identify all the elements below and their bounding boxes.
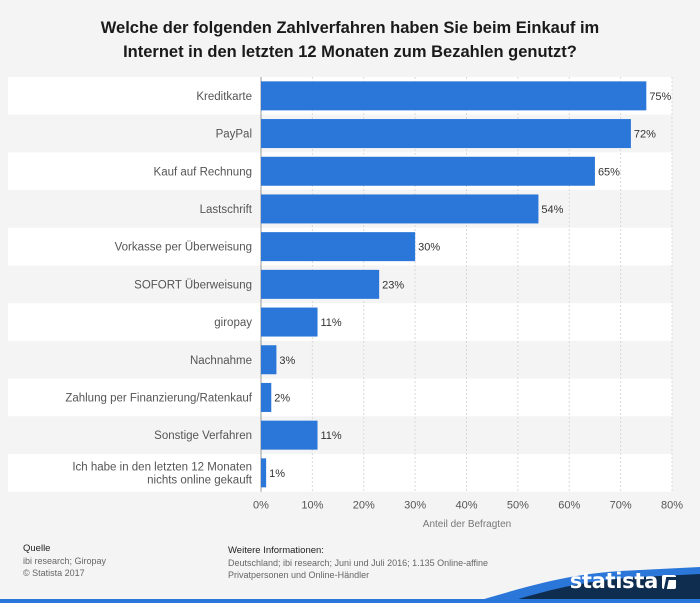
bar[interactable] [261,157,595,186]
category-label: Vorkasse per Überweisung [115,242,252,254]
logo-mark-icon [662,575,676,589]
category-label: Kauf auf Rechnung [154,166,252,178]
x-tick-label: 30% [404,500,426,512]
x-tick-label: 50% [507,500,529,512]
x-tick-label: 20% [353,500,375,512]
bar[interactable] [261,383,271,412]
bar[interactable] [261,270,379,299]
category-label: nichts online gekauft [147,474,253,486]
value-label: 2% [274,392,290,404]
category-label: Nachnahme [190,355,252,367]
category-label: Sonstige Verfahren [154,430,252,442]
value-label: 72% [634,129,656,141]
x-tick-label: 0% [253,500,269,512]
x-tick-label: 10% [301,500,323,512]
value-label: 54% [541,204,563,216]
band-bottom-line [0,599,700,603]
statista-logo[interactable]: statista [570,569,676,593]
category-label: Zahlung per Finanzierung/Ratenkauf [65,392,252,404]
value-label: 3% [279,355,295,367]
value-label: 11% [321,430,342,442]
x-tick-labels: 0% 10% 20% 30% 40% 50% 60% 70% 80% [253,500,683,512]
value-label: 75% [649,91,671,103]
bar[interactable] [261,345,276,374]
value-label: 1% [269,468,285,480]
bar[interactable] [261,458,266,487]
category-label: giropay [214,317,252,329]
bar[interactable] [261,119,631,148]
bar[interactable] [261,308,318,337]
x-tick-label: 70% [610,500,632,512]
bar[interactable] [261,194,538,223]
bar[interactable] [261,81,646,110]
source-label: Quelle [23,543,106,555]
x-tick-label: 80% [661,500,683,512]
bar[interactable] [261,232,415,261]
value-label: 30% [418,242,440,254]
category-label: Kreditkarte [196,91,252,103]
category-label: PayPal [216,129,252,141]
category-label: Lastschrift [200,204,253,216]
value-label: 11% [321,317,342,329]
bar-chart: 75% 72% 65% 54% 30% 23% 11% 3% 2% 11% 1% Kreditkar… [0,0,700,603]
x-axis-title: Anteil der Befragten [423,519,511,530]
row-band [8,341,672,379]
x-tick-label: 60% [558,500,580,512]
bar[interactable] [261,421,318,450]
info-label: Weitere Informationen: [228,545,528,557]
brand-name: statista [570,569,658,593]
category-label: SOFORT Überweisung [134,279,252,291]
value-label: 23% [382,279,404,291]
category-label: Ich habe in den letzten 12 Monaten [72,461,252,473]
value-label: 65% [598,166,620,178]
x-tick-label: 40% [455,500,477,512]
